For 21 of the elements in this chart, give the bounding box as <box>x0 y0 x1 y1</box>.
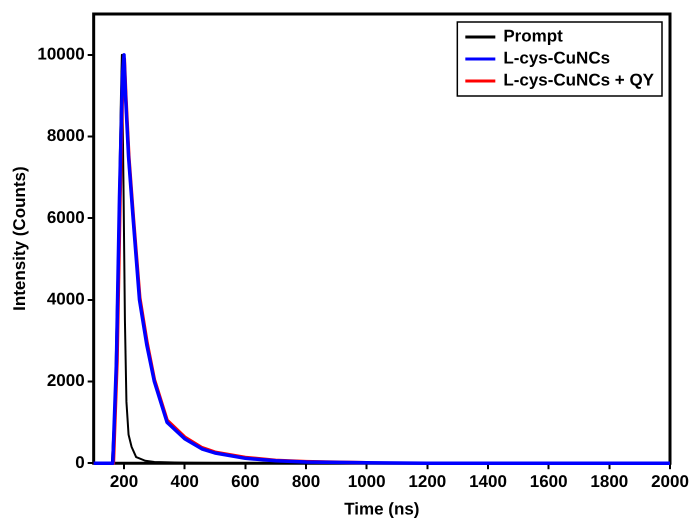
legend-label: L-cys-CuNCs <box>503 48 610 68</box>
x-tick-label: 1400 <box>469 472 507 492</box>
x-tick-label: 2000 <box>651 472 689 492</box>
y-axis-title: Intensity (Counts) <box>10 166 29 311</box>
x-tick-label: 400 <box>170 472 199 492</box>
y-tick-label: 0 <box>75 452 85 472</box>
x-tick-label: 1800 <box>590 472 628 492</box>
x-tick-label: 1200 <box>408 472 446 492</box>
x-axis-title: Time (ns) <box>344 499 420 518</box>
y-tick-label: 6000 <box>46 208 85 227</box>
legend-label: Prompt <box>503 26 564 46</box>
y-tick-label: 2000 <box>46 371 85 390</box>
y-tick-label: 4000 <box>46 290 85 309</box>
x-tick-label: 1600 <box>530 472 568 492</box>
x-tick-label: 200 <box>110 472 138 492</box>
x-tick-label: 800 <box>292 472 320 492</box>
x-tick-label: 1000 <box>348 472 386 492</box>
y-tick-label: 8000 <box>46 126 85 146</box>
y-tick-label: 10000 <box>37 44 85 64</box>
legend-label: L-cys-CuNCs + QY <box>503 70 655 90</box>
x-tick-label: 600 <box>231 472 260 492</box>
